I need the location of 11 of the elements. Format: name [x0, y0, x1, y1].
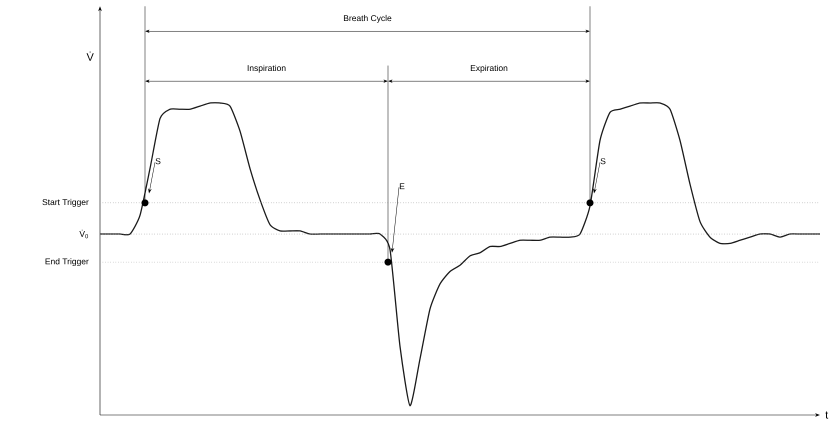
x-axis-title: t [825, 411, 828, 419]
y-axis-title: V̇ [86, 52, 94, 61]
annotation: E [400, 183, 404, 190]
text: Inspiration [248, 64, 286, 73]
annotation: S [600, 158, 606, 164]
ref-line-label: Start Trigger [42, 198, 89, 207]
ref-line-label: End Trigger [46, 258, 89, 266]
text: Breath Cycle [344, 14, 392, 23]
text: Expiration [470, 64, 508, 73]
ref-line-label: V̇$_{0}$ [79, 230, 88, 238]
annotation: S [156, 158, 160, 164]
